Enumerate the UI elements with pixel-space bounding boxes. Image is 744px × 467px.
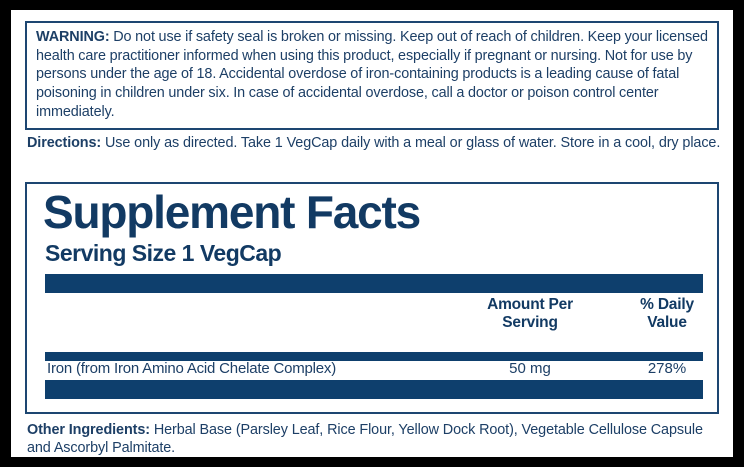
nutrient-name: Iron (from Iron Amino Acid Chelate Compl… <box>47 360 337 377</box>
divider-bar-thin <box>45 352 703 361</box>
supplement-label-panel: WARNING: Do not use if safety seal is br… <box>11 10 733 457</box>
supplement-facts-box: Supplement Facts Serving Size 1 VegCap A… <box>25 182 719 414</box>
directions-body: Use only as directed. Take 1 VegCap dail… <box>101 135 721 151</box>
other-ingredients-text: Other Ingredients: Herbal Base (Parsley … <box>27 421 727 458</box>
column-header-amount-line2: Serving <box>502 314 558 332</box>
column-header-amount-line1: Amount Per <box>487 296 573 313</box>
serving-size-text: Serving Size 1 VegCap <box>45 240 282 266</box>
directions-block: Directions: Use only as directed. Take 1… <box>27 134 727 152</box>
directions-text: Directions: Use only as directed. Take 1… <box>27 134 727 152</box>
nutrient-amount: 50 mg <box>509 360 551 377</box>
column-header-dv-line1: % Daily <box>640 296 694 313</box>
table-row: Iron (from Iron Amino Acid Chelate Compl… <box>45 360 703 380</box>
column-header-daily-value: % Daily Value <box>621 296 713 333</box>
nutrient-daily-value: 278% <box>647 360 687 377</box>
other-ingredients-block: Other Ingredients: Herbal Base (Parsley … <box>27 421 727 458</box>
table-column-headers: Amount Per Serving % Daily Value <box>45 296 703 348</box>
divider-bar-top <box>45 274 703 293</box>
other-ingredients-label: Other Ingredients: <box>27 422 150 438</box>
supplement-facts-title: Supplement Facts <box>43 186 421 238</box>
directions-label: Directions: <box>27 135 102 151</box>
warning-box: WARNING: Do not use if safety seal is br… <box>25 21 719 130</box>
supplement-facts-inner: Supplement Facts Serving Size 1 VegCap A… <box>27 184 717 412</box>
divider-bar-bottom <box>45 380 703 399</box>
column-header-dv-line2: Value <box>647 314 687 332</box>
other-ingredients-body: Herbal Base (Parsley Leaf, Rice Flour, Y… <box>27 422 703 457</box>
warning-body: Do not use if safety seal is broken or m… <box>36 29 708 120</box>
warning-text: WARNING: Do not use if safety seal is br… <box>36 28 708 122</box>
column-header-amount-per-serving: Amount Per Serving <box>465 296 595 333</box>
warning-label: WARNING: <box>36 29 110 45</box>
